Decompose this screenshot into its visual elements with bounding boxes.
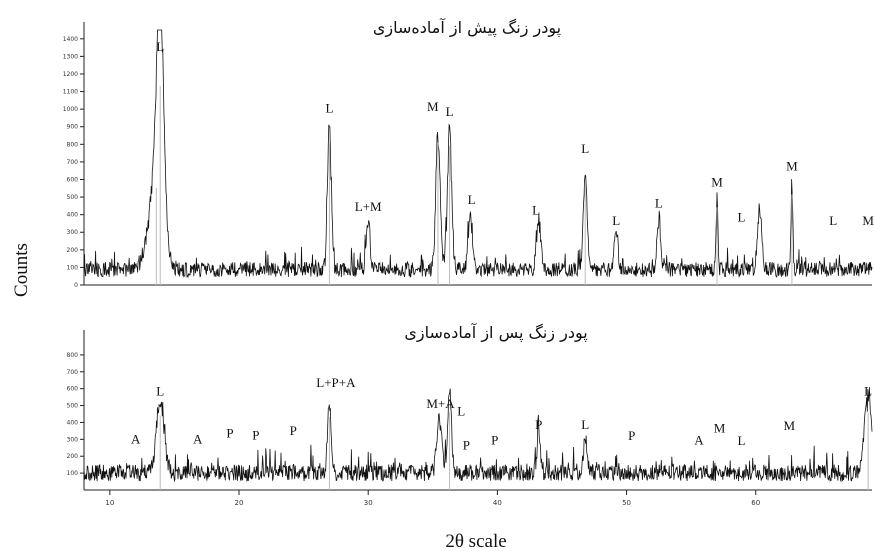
x-tick-label: 50 [622,499,631,507]
y-tick-label: 300 [67,229,79,236]
y-tick-label: 900 [67,124,79,131]
peak-label: L [532,203,540,218]
peak-label: M [784,418,796,433]
peak-label: L [738,433,746,448]
y-tick-label: 600 [67,176,79,183]
peak-label: A [694,432,704,447]
series-group [83,29,873,490]
peak-label: P [628,428,635,443]
y-tick-label: 300 [67,436,79,443]
peak-label: L+P+A [316,375,356,390]
bottom-panel-title: پودر زنگ پس از آماده‌سازی [404,323,587,343]
y-tick-label: 400 [67,419,79,426]
x-tick-label: 30 [364,499,373,507]
y-tick-label: 100 [67,264,79,271]
peak-label: L [829,213,837,228]
axes-group: 0 100 200 300 400 500 600 700 800 900 1000 1100 1200… [63,22,872,507]
y-tick-label: 200 [67,453,79,460]
top-panel-title: پودر زنگ پیش از آماده‌سازی [373,18,561,38]
y-tick-label: 0 [74,282,78,289]
peak-label: P [535,417,542,432]
y-tick-label: 200 [67,247,79,254]
y-tick-label: 500 [67,194,79,201]
peak-label: L [457,404,465,419]
y-tick-label: 1200 [63,71,78,78]
peak-label: A [131,432,141,447]
peak-label: P [491,432,498,447]
peak-label: L [156,39,164,54]
y-axis-label: Counts [11,243,32,297]
x-tick-label: 20 [235,499,244,507]
peak-label: L [581,141,589,156]
peak-label: M [427,99,439,114]
y-tick-label: 600 [67,386,79,393]
peak-label: P [252,427,259,442]
peak-label: P [290,423,297,438]
peak-label: L [581,417,589,432]
peak-label: P [463,437,470,452]
diffraction-series-panel-2 [83,387,873,483]
peak-label: M [786,159,798,174]
peak-label: M+A [426,396,455,411]
y-tick-label: 100 [67,470,79,477]
y-tick-label: 1100 [63,89,78,96]
peak-label: A [193,432,203,447]
peak-label: L [325,101,333,116]
peak-label: L [156,383,164,398]
y-tick-label: 1400 [63,36,78,43]
peak-label: L [655,196,663,211]
x-tick-label: 10 [105,499,114,507]
y-tick-label: 500 [67,403,79,410]
y-tick-label: 1000 [63,106,78,113]
peak-label: L+M [355,199,382,214]
x-tick-label: 40 [493,499,502,507]
y-tick-label: 800 [67,352,79,359]
peak-label: P [226,426,233,441]
peak-label: M [714,421,726,436]
y-tick-label: 700 [67,369,79,376]
y-tick-label: 800 [67,141,79,148]
peak-label: L [864,383,872,398]
peak-label: M [862,213,874,228]
peak-label: L [738,210,746,225]
peak-label: L [446,104,454,119]
diffraction-series-panel-1 [83,29,873,279]
x-axis-label: 2θ scale [445,531,506,551]
y-tick-label: 700 [67,159,79,166]
y-tick-label: 1300 [63,53,78,60]
x-tick-label: 60 [751,499,760,507]
peak-label: L [468,192,476,207]
peak-label: L [612,213,620,228]
peak-label: M [711,175,723,190]
y-tick-label: 400 [67,212,79,219]
